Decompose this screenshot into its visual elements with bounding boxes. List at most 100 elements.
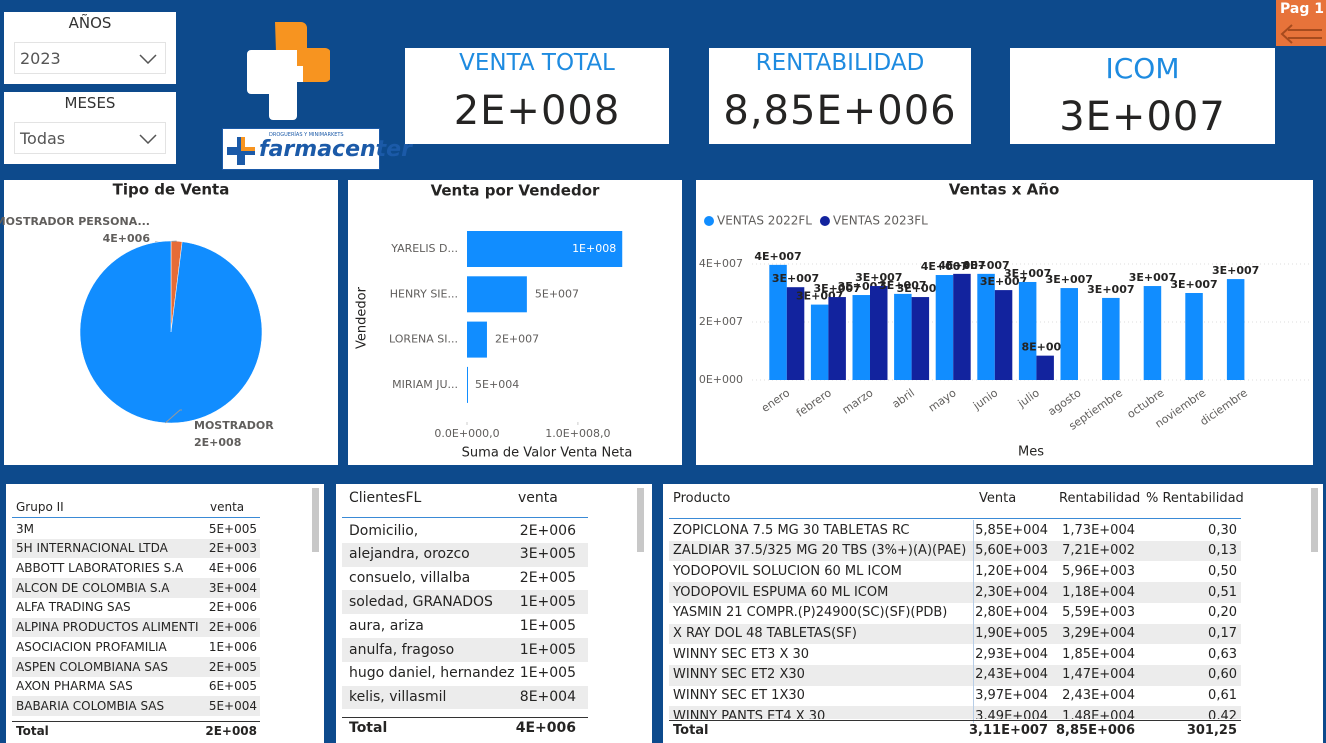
table-cell: 4E+006 xyxy=(208,561,257,576)
table-cell: kelis, villasmil xyxy=(349,689,447,706)
table-cell: 5,60E+003 xyxy=(975,543,1048,559)
kpi-value: 8,85E+006 xyxy=(723,88,957,134)
column-header: venta xyxy=(210,500,245,514)
scrollbar xyxy=(312,488,319,552)
filter-label: AÑOS xyxy=(68,14,112,32)
table-cell: consuelo, villalba xyxy=(349,570,471,587)
scrollbar xyxy=(1311,488,1318,552)
table-cell: 7,21E+002 xyxy=(1062,543,1135,559)
table-cell: ALFA TRADING SAS xyxy=(16,600,131,615)
filter-label: MESES xyxy=(64,94,116,112)
table-cell: X RAY DOL 48 TABLETAS(SF) xyxy=(673,626,857,642)
column-header: Venta xyxy=(979,491,1017,506)
scrollbar xyxy=(637,488,644,552)
total-cell: Total xyxy=(673,723,709,738)
column-divider xyxy=(973,520,974,723)
column-header: Producto xyxy=(673,491,731,506)
total-rule xyxy=(12,721,260,722)
row-band xyxy=(669,664,1241,686)
kpi-label: RENTABILIDAD xyxy=(755,50,925,76)
kpi-label: ICOM xyxy=(1105,52,1180,85)
total-cell: 301,25 xyxy=(1186,723,1237,738)
total-cell: 8,85E+006 xyxy=(1056,723,1135,738)
table-cell: 1,85E+004 xyxy=(1062,646,1135,662)
header-rule xyxy=(342,517,588,518)
row-band xyxy=(12,578,260,598)
kpi-value: 3E+007 xyxy=(1059,94,1226,140)
header-rule xyxy=(12,517,260,518)
column-panel xyxy=(696,180,1313,465)
table-cell: 5E+004 xyxy=(208,698,257,713)
table-cell: 3,29E+004 xyxy=(1062,626,1135,642)
kpi-card: ICOM 3E+007 xyxy=(1010,48,1275,144)
table-cell: 2E+005 xyxy=(519,570,576,587)
table-cell: ABBOTT LABORATORIES S.A xyxy=(16,561,184,576)
row-band xyxy=(669,706,1241,719)
table-cell: 3E+005 xyxy=(519,546,576,563)
header-rule xyxy=(669,518,1241,519)
column-header: Rentabilidad xyxy=(1059,491,1141,506)
row-band xyxy=(12,656,260,677)
total-cell: 2E+008 xyxy=(205,724,257,738)
table-cell: 2E+006 xyxy=(519,522,576,539)
total-cell: Total xyxy=(349,720,388,736)
table-cell: YODOPOVIL ESPUMA 60 ML ICOM xyxy=(673,584,889,600)
table-cell: WINNY PANTS ET4 X 30 xyxy=(673,708,826,719)
total-cell: Total xyxy=(16,724,49,738)
table-cell: ALCON DE COLOMBIA S.A xyxy=(16,580,170,595)
table-cell: anulfa, fragoso xyxy=(349,641,455,658)
column-header: venta xyxy=(518,490,558,506)
table-cell: 1,47E+004 xyxy=(1062,667,1135,683)
row-band xyxy=(669,540,1241,562)
column-header: % Rentabilidad xyxy=(1146,491,1244,506)
dropdown[interactable]: Todas xyxy=(14,122,166,154)
table-cell: 0,60 xyxy=(1208,667,1237,683)
table-cell: 2,43E+004 xyxy=(975,667,1048,683)
table-cell: ZOPICLONA 7.5 MG 30 TABLETAS RC xyxy=(673,522,910,538)
table-cell: 1E+005 xyxy=(519,641,576,658)
table-cell: 8E+004 xyxy=(519,689,576,706)
table-cell: ZALDIAR 37.5/325 MG 20 TBS (3%+)(A)(PAE) xyxy=(673,543,967,559)
table-cell: 5,85E+004 xyxy=(975,522,1048,538)
chevron xyxy=(139,54,157,64)
row-band xyxy=(669,582,1241,603)
total-rule xyxy=(669,720,1241,721)
chevron xyxy=(139,134,157,144)
logo-badge: DROGUERÍAS Y MINIMARKETS farmacenter xyxy=(222,128,412,170)
row-band xyxy=(342,542,588,567)
dropdown[interactable]: 2023 xyxy=(14,42,166,74)
table-cell: WINNY SEC ET2 X30 xyxy=(673,667,805,683)
table-cell: 2,43E+004 xyxy=(1062,688,1135,704)
table-cell: aura, ariza xyxy=(349,617,424,634)
table-cell: 2E+006 xyxy=(208,600,257,615)
row-band xyxy=(12,617,260,638)
row-band xyxy=(342,638,588,662)
month-filter[interactable]: MESES Todas xyxy=(4,92,176,164)
table-body: Domicilio, 2E+006 alejandra, orozco 3E+005 c… xyxy=(336,519,635,716)
table-cell: soledad, GRANADOS xyxy=(349,593,493,610)
table-cell: 2,30E+004 xyxy=(975,584,1048,600)
table-cell: 1,73E+004 xyxy=(1062,522,1135,538)
table-cell: YODOPOVIL SOLUCION 60 ML ICOM xyxy=(673,563,902,579)
table-cell: 0,51 xyxy=(1208,584,1237,600)
table-cell: 1E+005 xyxy=(519,665,576,682)
row-band xyxy=(12,696,260,716)
column-header: ClientesFL xyxy=(349,490,422,506)
table-cell: 2,93E+004 xyxy=(975,646,1048,662)
row-band xyxy=(342,685,588,710)
table-cell: 0,50 xyxy=(1208,563,1237,579)
row-band xyxy=(669,623,1241,645)
table-panel: Producto Venta Rentabilidad % Rentabilidad Z… xyxy=(663,484,1323,743)
table-cell: hugo daniel, hernandez xyxy=(349,665,515,682)
page-button[interactable]: Pag 1 xyxy=(1276,0,1326,46)
table-panel: Grupo II venta 3M 5E+005 5H INTERNACIONAL LT… xyxy=(6,484,324,743)
table-cell: 5,59E+003 xyxy=(1062,605,1135,621)
table-cell: 1E+005 xyxy=(519,593,576,610)
logo-mark xyxy=(227,137,255,165)
table-cell: 5H INTERNACIONAL LTDA xyxy=(16,541,168,556)
table-body: ZOPICLONA 7.5 MG 30 TABLETAS RC 5,85E+004… xyxy=(663,520,1309,719)
table-cell: 3M xyxy=(16,521,34,536)
year-filter[interactable]: AÑOS 2023 xyxy=(4,12,176,84)
table-cell: 0,42 xyxy=(1208,708,1237,719)
table-cell: ASPEN COLOMBIANA SAS xyxy=(16,659,168,674)
